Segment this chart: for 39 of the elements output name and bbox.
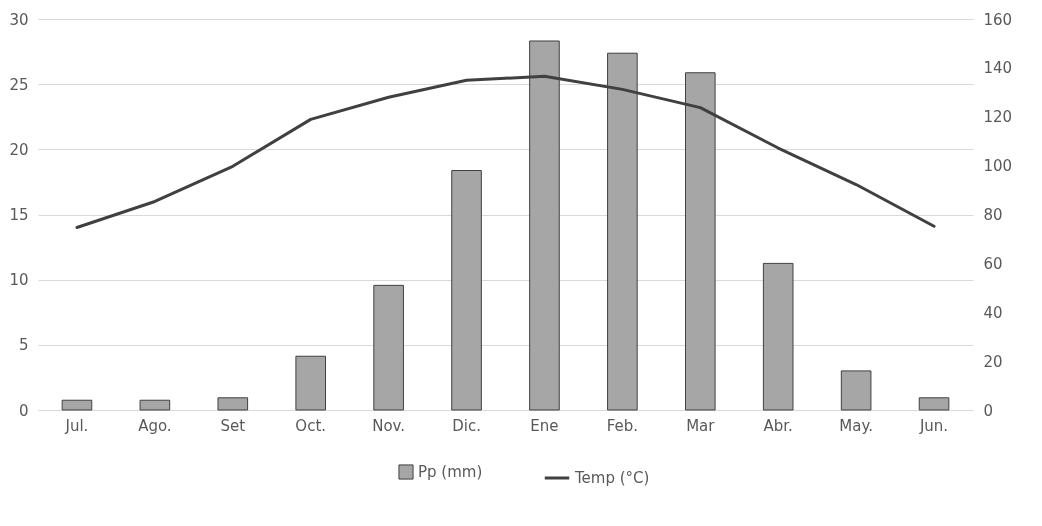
y2-tick-label: 40 — [983, 303, 1003, 322]
y-tick-label: 25 — [9, 75, 29, 94]
y2-tick-label: 140 — [983, 59, 1013, 78]
bar — [61, 399, 93, 411]
y2-tick-label: 20 — [983, 352, 1003, 371]
x-tick-label: Abr. — [763, 416, 793, 435]
x-tick-label: Dic. — [452, 416, 481, 435]
x-tick-label: Jul. — [64, 416, 89, 435]
y2-tick-label: 60 — [983, 254, 1003, 273]
y2-tick-label: 80 — [983, 206, 1003, 224]
y-tick-label: 30 — [9, 10, 29, 29]
legend-label: Pp (mm) — [418, 463, 483, 481]
bar — [918, 397, 950, 411]
y2-tick-label: 160 — [983, 10, 1013, 29]
bar — [762, 262, 794, 411]
bar — [217, 397, 249, 411]
x-tick-label: Jun. — [918, 416, 949, 435]
x-tick-label: Oct. — [295, 416, 327, 435]
y-tick-label: 20 — [9, 140, 29, 159]
x-tick-label: Nov. — [372, 416, 406, 435]
x-tick-label: Mar — [686, 416, 716, 435]
y2-tick-label: 100 — [983, 157, 1013, 176]
y-tick-label: 15 — [9, 206, 29, 224]
x-tick-label: May. — [839, 416, 873, 435]
y-tick-label: 0 — [18, 401, 29, 420]
x-tick-label: Ene — [530, 416, 559, 435]
bar — [373, 284, 404, 411]
x-tick-label: Ago. — [138, 416, 172, 435]
bar — [451, 170, 482, 411]
y-tick-label: 10 — [9, 271, 29, 290]
y-tick-label: 5 — [18, 336, 29, 355]
bar — [295, 355, 327, 411]
bar — [139, 399, 171, 411]
y2-tick-label: 120 — [983, 108, 1013, 127]
legend-label: Temp (°C) — [574, 469, 650, 487]
x-tick-label: Set — [220, 416, 246, 435]
x-tick-label: Feb. — [606, 416, 639, 435]
bar — [840, 370, 872, 411]
y2-tick-label: 0 — [983, 401, 994, 420]
